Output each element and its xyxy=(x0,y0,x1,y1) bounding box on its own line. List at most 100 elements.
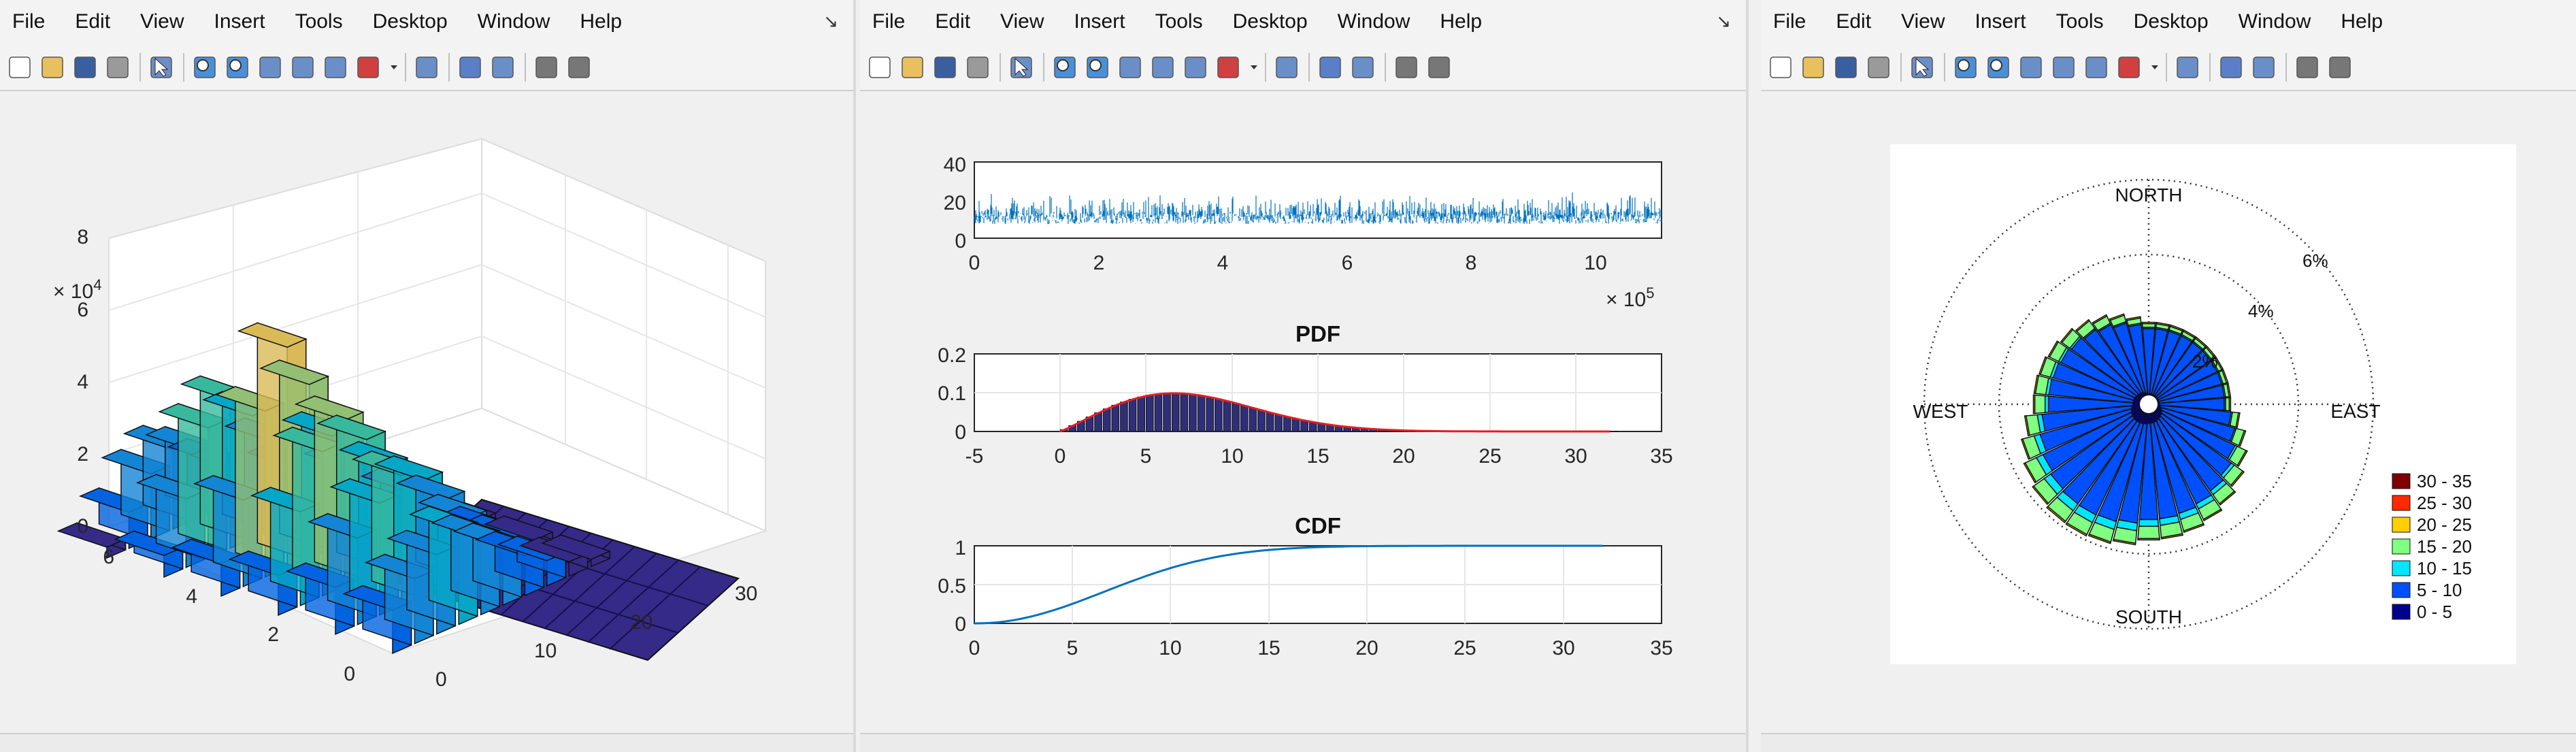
menu-help[interactable]: Help xyxy=(580,10,623,33)
menu-view[interactable]: View xyxy=(1901,10,1945,33)
legend-label: 0 - 5 xyxy=(2417,602,2452,622)
y-tick-label: 0.5 xyxy=(938,575,966,598)
menu-file[interactable]: File xyxy=(1773,10,1806,33)
open-file-icon[interactable] xyxy=(42,56,63,78)
legend-icon[interactable] xyxy=(492,56,514,78)
data-cursor-icon[interactable] xyxy=(1185,56,1206,78)
hide-tools-icon[interactable] xyxy=(535,56,557,78)
rotate-3d-icon[interactable] xyxy=(2053,56,2075,78)
wind-rose: NORTH SOUTH EAST WEST 2% 4% 6% 30 - 35 2… xyxy=(1890,144,2516,664)
legend-swatch xyxy=(2392,604,2411,620)
new-figure-icon[interactable] xyxy=(869,56,891,78)
zoom-in-icon[interactable] xyxy=(194,56,216,78)
menu-view[interactable]: View xyxy=(1000,10,1044,33)
x-tick-label: 20 xyxy=(630,611,653,634)
menu-edit[interactable]: Edit xyxy=(75,10,111,33)
bar-3d xyxy=(541,534,612,568)
dropdown-arrow-icon[interactable] xyxy=(391,65,397,69)
open-file-icon[interactable] xyxy=(1802,56,1824,78)
link-plot-icon[interactable] xyxy=(1276,56,1298,78)
pan-hand-icon[interactable] xyxy=(1119,56,1141,78)
new-figure-icon[interactable] xyxy=(9,56,31,78)
menu-edit[interactable]: Edit xyxy=(1836,10,1872,33)
menu-desktop[interactable]: Desktop xyxy=(1232,10,1308,33)
rose-petal xyxy=(2032,408,2144,506)
print-icon[interactable] xyxy=(1868,56,1889,78)
menu-edit[interactable]: Edit xyxy=(935,10,971,33)
rotate-3d-icon[interactable] xyxy=(292,56,314,78)
menu-desktop[interactable]: Desktop xyxy=(2133,10,2209,33)
menu-insert[interactable]: Insert xyxy=(214,10,265,33)
menu-insert[interactable]: Insert xyxy=(1975,10,2026,33)
menu-help[interactable]: Help xyxy=(1440,10,1483,33)
colorbar-icon[interactable] xyxy=(459,56,481,78)
menu-file[interactable]: File xyxy=(872,10,906,33)
menu-window[interactable]: Window xyxy=(2238,10,2311,33)
legend-label: 25 - 30 xyxy=(2417,493,2472,513)
show-tools-icon[interactable] xyxy=(1428,56,1450,78)
colorbar-icon[interactable] xyxy=(1319,56,1341,78)
menu-window[interactable]: Window xyxy=(477,10,550,33)
menu-tools[interactable]: Tools xyxy=(1155,10,1203,33)
legend-icon[interactable] xyxy=(1352,56,1374,78)
dropdown-arrow-icon[interactable] xyxy=(1251,65,1257,69)
brush-icon[interactable] xyxy=(2118,56,2140,78)
z-tick-label: 6 xyxy=(77,299,88,321)
show-tools-icon[interactable] xyxy=(2329,56,2351,78)
rose-petal xyxy=(2153,336,2207,399)
link-plot-icon[interactable] xyxy=(416,56,437,78)
x-tick-label: 20 xyxy=(1392,445,1415,468)
colorbar-icon[interactable] xyxy=(2220,56,2242,78)
menu-file[interactable]: File xyxy=(12,10,46,33)
rotate-3d-icon[interactable] xyxy=(1152,56,1174,78)
select-arrow-icon[interactable] xyxy=(1911,56,1933,78)
legend-swatch xyxy=(2392,473,2411,489)
data-cursor-icon[interactable] xyxy=(325,56,346,78)
select-arrow-icon[interactable] xyxy=(150,56,172,78)
y-tick-label: 4 xyxy=(186,585,197,608)
undock-arrow-icon[interactable]: ↘ xyxy=(823,11,838,31)
pan-hand-icon[interactable] xyxy=(259,56,281,78)
brush-icon[interactable] xyxy=(357,56,379,78)
menu-insert[interactable]: Insert xyxy=(1074,10,1125,33)
x-tick-label: 30 xyxy=(1552,637,1574,659)
zoom-in-icon[interactable] xyxy=(1955,56,1977,78)
zoom-out-icon[interactable] xyxy=(1087,56,1108,78)
zoom-in-icon[interactable] xyxy=(1054,56,1076,78)
menu-desktop[interactable]: Desktop xyxy=(372,10,448,33)
open-file-icon[interactable] xyxy=(902,56,923,78)
menu-window[interactable]: Window xyxy=(1337,10,1410,33)
dropdown-arrow-icon[interactable] xyxy=(2151,65,2158,69)
rose-petal xyxy=(2032,394,2141,414)
x-tick-label: 5 xyxy=(1140,445,1152,468)
pdf-bar xyxy=(1102,408,1111,432)
show-tools-icon[interactable] xyxy=(568,56,590,78)
zoom-out-icon[interactable] xyxy=(1987,56,2009,78)
menu-help[interactable]: Help xyxy=(2341,10,2383,33)
status-bar xyxy=(860,733,1746,752)
new-figure-icon[interactable] xyxy=(1770,56,1791,78)
menu-view[interactable]: View xyxy=(140,10,184,33)
print-icon[interactable] xyxy=(107,56,129,78)
undock-arrow-icon[interactable]: ↘ xyxy=(1716,11,1731,31)
save-icon[interactable] xyxy=(74,56,96,78)
hide-tools-icon[interactable] xyxy=(2296,56,2318,78)
zoom-out-icon[interactable] xyxy=(227,56,248,78)
link-plot-icon[interactable] xyxy=(2177,56,2198,78)
menu-tools[interactable]: Tools xyxy=(2055,10,2104,33)
pdf-bar xyxy=(1128,399,1137,432)
pan-hand-icon[interactable] xyxy=(2020,56,2042,78)
hide-tools-icon[interactable] xyxy=(1396,56,1417,78)
brush-icon[interactable] xyxy=(1217,56,1239,78)
rose-petal xyxy=(2065,410,2146,537)
print-icon[interactable] xyxy=(967,56,989,78)
select-arrow-icon[interactable] xyxy=(1010,56,1032,78)
data-cursor-icon[interactable] xyxy=(2085,56,2107,78)
menu-tools[interactable]: Tools xyxy=(295,10,343,33)
x-tick-label: 0 xyxy=(1055,445,1066,468)
legend-icon[interactable] xyxy=(2253,56,2275,78)
save-icon[interactable] xyxy=(934,56,956,78)
rose-petal xyxy=(2156,404,2241,428)
y-tick-label: 0 xyxy=(955,230,966,252)
save-icon[interactable] xyxy=(1835,56,1857,78)
